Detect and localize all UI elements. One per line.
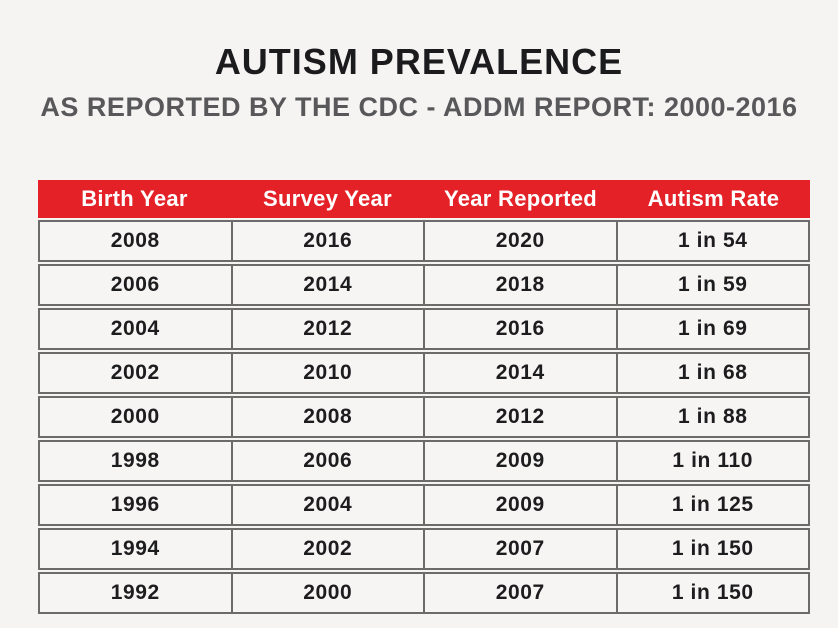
table-cell: 1 in 59	[615, 266, 809, 304]
table-cell: 1 in 69	[615, 310, 809, 348]
table-cell: 2014	[423, 354, 616, 392]
table-row: 1992 2000 2007 1 in 150	[38, 572, 810, 614]
table-row: 1996 2004 2009 1 in 125	[38, 484, 810, 526]
column-header-survey-year: Survey Year	[263, 186, 392, 211]
table-cell: 2014	[230, 266, 424, 304]
table-cell: 1 in 150	[615, 530, 809, 568]
table-cell: 1992	[110, 581, 160, 604]
table-cell: 2008	[110, 229, 160, 252]
table-cell: 1996	[110, 493, 160, 516]
table-cell: 1 in 150	[615, 574, 809, 612]
table-cell: 2004	[230, 486, 424, 524]
table-cell: 1 in 110	[615, 442, 809, 480]
table-cell: 2000	[230, 574, 424, 612]
table-cell: 2012	[230, 310, 424, 348]
table-cell: 2008	[230, 398, 424, 436]
column-header-autism-rate: Autism Rate	[647, 186, 780, 211]
page-title: AUTISM PREVALENCE	[214, 41, 624, 82]
table-cell: 2016	[230, 222, 424, 260]
table-cell: 2004	[110, 317, 160, 340]
column-header-year-reported: Year Reported	[443, 186, 598, 211]
page-subtitle: AS REPORTED BY THE CDC - ADDM REPORT: 20…	[40, 91, 798, 122]
table-header-row: Birth Year Survey Year Year Reported Aut…	[38, 180, 810, 218]
table-cell: 1 in 54	[615, 222, 809, 260]
table-cell: 2016	[423, 310, 616, 348]
table-cell: 1 in 68	[615, 354, 809, 392]
table-cell: 2018	[423, 266, 616, 304]
table-cell: 2006	[110, 273, 160, 296]
table-row: 2004 2012 2016 1 in 69	[38, 308, 810, 350]
table-row: 2008 2016 2020 1 in 54	[38, 220, 810, 262]
table-row: 2002 2010 2014 1 in 68	[38, 352, 810, 394]
table-cell: 2010	[230, 354, 424, 392]
table-cell: 2002	[110, 361, 160, 384]
table-cell: 2000	[110, 405, 160, 428]
table-cell: 2009	[423, 486, 616, 524]
table-row: 2000 2008 2012 1 in 88	[38, 396, 810, 438]
table-cell: 1994	[110, 537, 160, 560]
table-row: 1998 2006 2009 1 in 110	[38, 440, 810, 482]
autism-prevalence-infographic: AUTISM PREVALENCE AS REPORTED BY THE CDC…	[0, 41, 838, 614]
table-cell: 1 in 88	[615, 398, 809, 436]
table-cell: 2009	[423, 442, 616, 480]
table-row: 1994 2002 2007 1 in 150	[38, 528, 810, 570]
table-cell: 2007	[423, 574, 616, 612]
table-cell: 1998	[110, 449, 160, 472]
table-cell: 2012	[423, 398, 616, 436]
table-cell: 2006	[230, 442, 424, 480]
table-cell: 2002	[230, 530, 424, 568]
prevalence-table: Birth Year Survey Year Year Reported Aut…	[38, 180, 810, 614]
table-cell: 2020	[423, 222, 616, 260]
table-row: 2006 2014 2018 1 in 59	[38, 264, 810, 306]
table-cell: 1 in 125	[615, 486, 809, 524]
table-cell: 2007	[423, 530, 616, 568]
column-header-birth-year: Birth Year	[81, 186, 188, 211]
